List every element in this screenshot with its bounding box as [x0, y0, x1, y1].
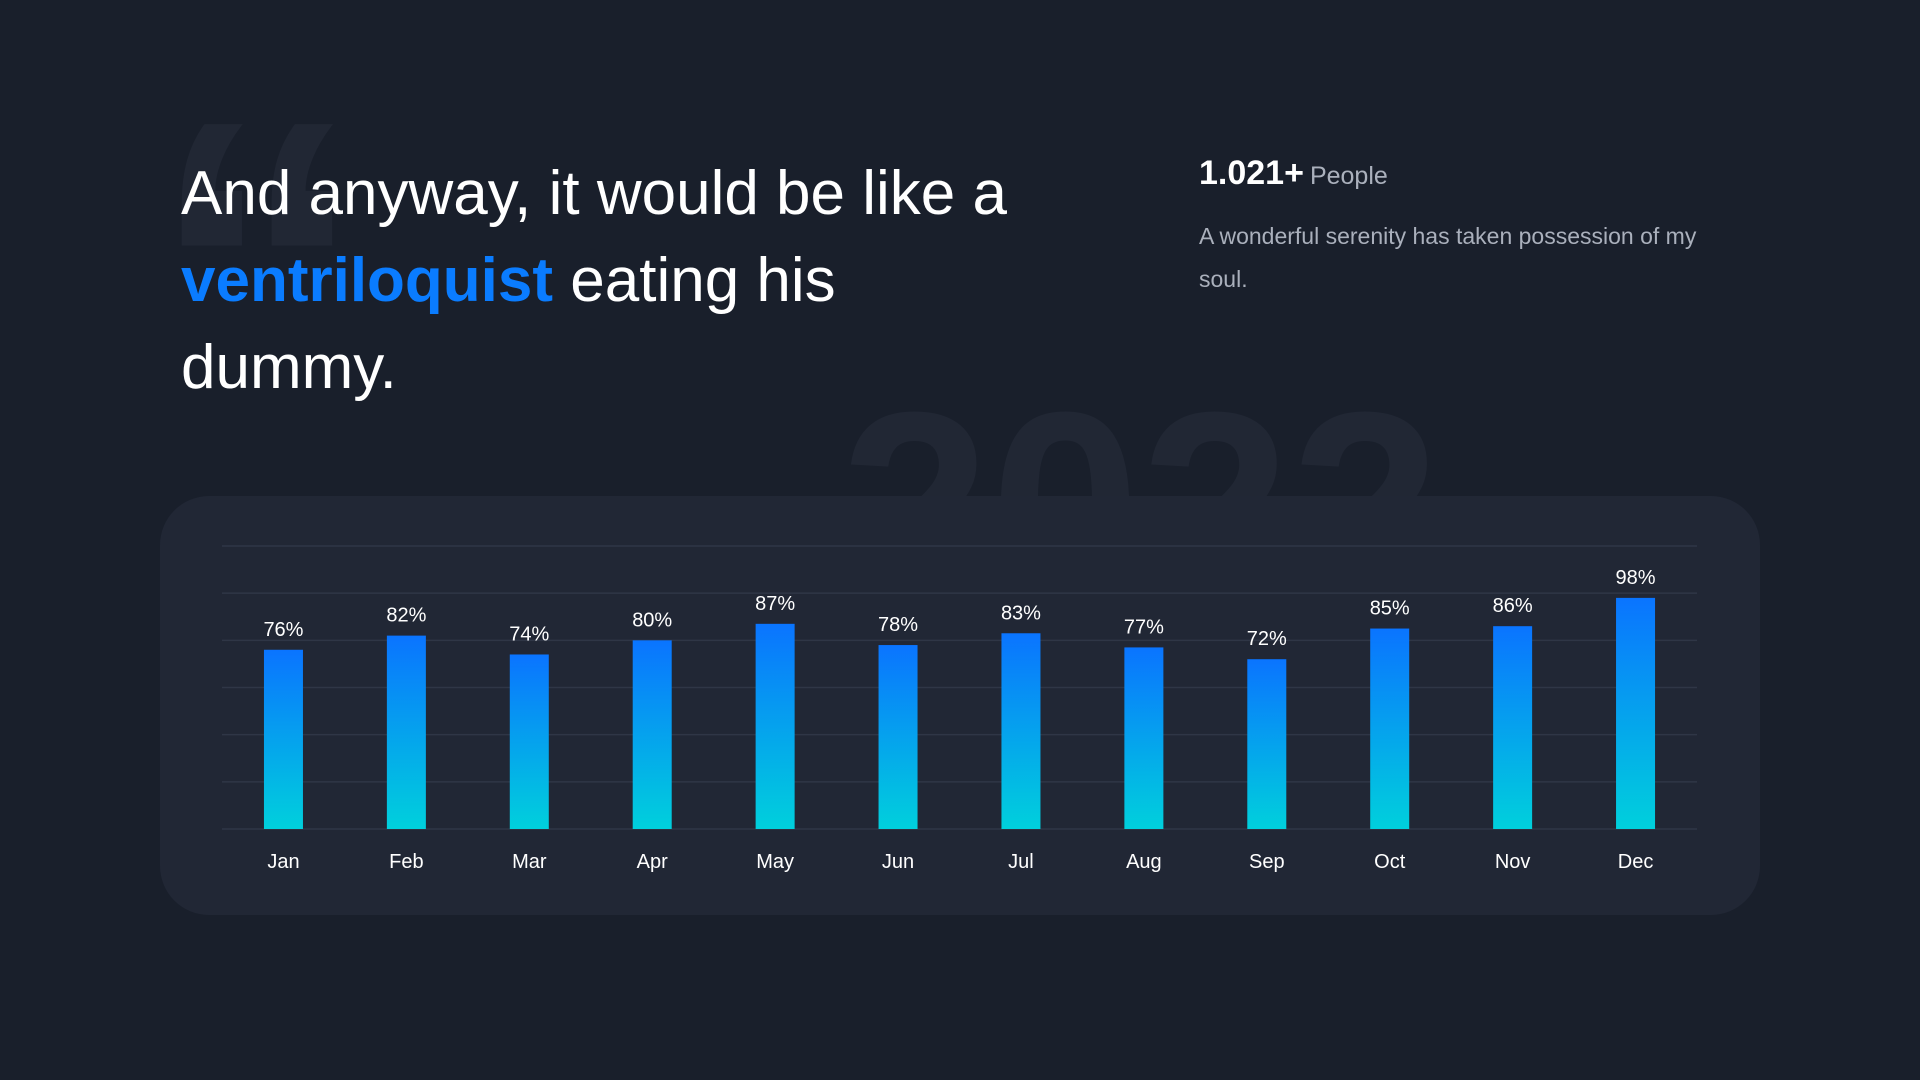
- value-label: 74%: [509, 623, 549, 645]
- bar: [755, 623, 795, 829]
- value-label: 85%: [1370, 598, 1410, 620]
- x-tick-label: May: [756, 851, 794, 873]
- bar: [1616, 597, 1656, 829]
- x-tick-label: Oct: [1374, 851, 1406, 873]
- x-tick-label: Nov: [1495, 851, 1531, 873]
- headline-highlight: ventriloquist: [181, 246, 554, 315]
- x-tick-label: Mar: [512, 851, 547, 873]
- bar: [263, 649, 303, 829]
- value-label: 76%: [263, 619, 303, 641]
- headline: And anyway, it would be like a ventriloq…: [181, 150, 1061, 411]
- bar: [878, 645, 918, 829]
- x-tick-label: Sep: [1249, 851, 1285, 873]
- bar: [632, 640, 672, 829]
- bar: [1247, 659, 1287, 829]
- bar: [1124, 647, 1164, 829]
- stat-description: A wonderful serenity has taken possessio…: [1199, 223, 1697, 292]
- stat-number: 1.021+: [1199, 154, 1304, 192]
- value-label: 87%: [755, 593, 795, 615]
- chart-card: [160, 496, 1760, 915]
- stat: 1.021+ People A wonderful serenity has ta…: [1199, 154, 1739, 301]
- x-tick-label: Dec: [1618, 851, 1654, 873]
- x-tick-label: Aug: [1126, 851, 1162, 873]
- quote-mark: “: [150, 32, 365, 512]
- x-tick-label: Jun: [882, 851, 914, 873]
- bar: [1370, 628, 1410, 829]
- value-label: 86%: [1493, 595, 1533, 617]
- value-label: 72%: [1247, 628, 1287, 650]
- bar: [1001, 633, 1041, 829]
- value-label: 82%: [386, 605, 426, 627]
- stat-unit: People: [1309, 162, 1388, 190]
- bar: [386, 635, 426, 829]
- value-label: 77%: [1124, 616, 1164, 638]
- headline-text: And anyway, it would be like a: [181, 159, 1007, 228]
- bar: [509, 654, 549, 829]
- x-tick-label: Feb: [389, 851, 423, 873]
- x-tick-label: Jul: [1008, 851, 1034, 873]
- headline-text: eating his dummy.: [181, 246, 836, 402]
- value-label: 98%: [1616, 567, 1656, 589]
- bar: [1493, 626, 1533, 829]
- value-label: 83%: [1001, 602, 1041, 624]
- value-label: 78%: [878, 614, 918, 636]
- value-label: 80%: [632, 609, 672, 631]
- x-tick-label: Jan: [267, 851, 299, 873]
- x-tick-label: Apr: [637, 851, 668, 873]
